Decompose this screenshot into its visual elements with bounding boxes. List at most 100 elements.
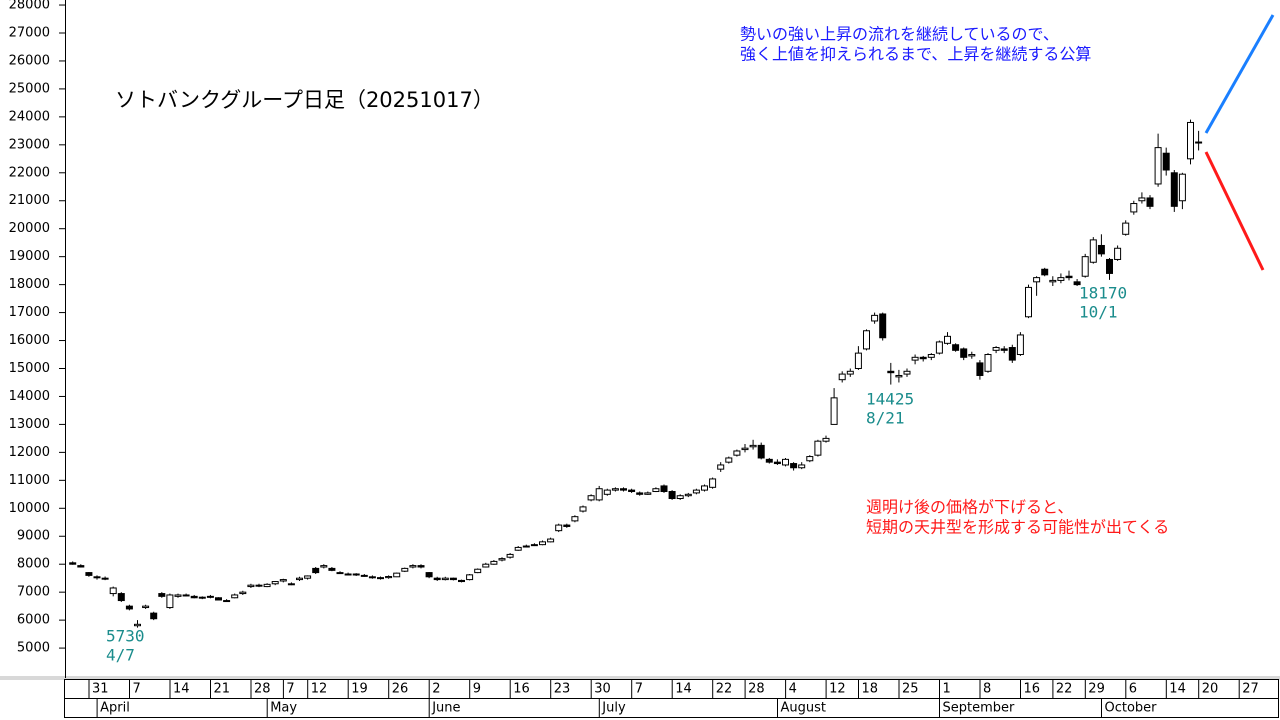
low-annotation: 4/7 xyxy=(106,646,135,665)
x-tick-label: 14 xyxy=(675,682,692,697)
scenario-down-line xyxy=(1204,151,1265,271)
y-tick-label: 5000 xyxy=(17,641,50,656)
x-tick-label: 8 xyxy=(983,682,991,697)
x-tick-label: 22 xyxy=(1056,682,1073,697)
candle-body xyxy=(247,584,255,588)
candle-body xyxy=(425,572,433,578)
x-tick-label: 28 xyxy=(254,682,271,697)
candle-body xyxy=(1041,268,1049,276)
candle-body xyxy=(223,600,231,603)
candle-body xyxy=(903,370,911,375)
y-tick-label: 25000 xyxy=(9,81,50,96)
y-tick-label: 12000 xyxy=(9,445,50,460)
candle-body xyxy=(360,574,368,577)
x-tick-label: 14 xyxy=(173,682,190,697)
y-tick-label: 7000 xyxy=(17,585,50,600)
candle-body xyxy=(757,444,765,459)
candle-body xyxy=(1187,121,1194,160)
candle-body xyxy=(547,538,555,543)
candle-body xyxy=(684,493,692,497)
candle-body xyxy=(676,495,684,500)
candle-body xyxy=(1162,152,1170,171)
y-tick-label: 9000 xyxy=(17,529,50,544)
candle-body xyxy=(749,444,757,448)
comment-up: 強く上値を抑えられるまで、上昇を継続する公算 xyxy=(740,45,1091,64)
candle-body xyxy=(1025,286,1032,318)
candle-body xyxy=(717,464,725,470)
x-tick-label: 18 xyxy=(862,682,879,697)
candle-body xyxy=(733,450,741,456)
candle-body xyxy=(935,341,943,354)
candle-body xyxy=(490,560,498,565)
candle-body xyxy=(482,563,490,568)
scenario-up-line xyxy=(1204,14,1275,134)
y-tick-label: 24000 xyxy=(9,109,50,124)
candle-body xyxy=(863,330,870,350)
candle-body xyxy=(992,347,1000,351)
x-tick-label: 29 xyxy=(1088,682,1105,697)
candle-body xyxy=(952,344,960,351)
candle-body xyxy=(782,458,789,466)
candle-body xyxy=(611,488,619,491)
month-label: May xyxy=(270,701,297,716)
candle-body xyxy=(579,506,587,512)
x-tick-label: 6 xyxy=(1129,682,1137,697)
candle-body xyxy=(668,491,676,500)
y-tick-label: 21000 xyxy=(9,193,50,208)
candle-body xyxy=(1089,239,1097,263)
candle-body xyxy=(150,612,158,620)
candle-body xyxy=(984,354,992,372)
y-tick-label: 16000 xyxy=(9,333,50,348)
candle-body xyxy=(393,572,401,578)
candle-body xyxy=(887,370,895,374)
candle-body xyxy=(1130,203,1138,213)
candle-body xyxy=(911,356,919,361)
candle-body xyxy=(231,594,239,599)
candle-body xyxy=(1016,334,1024,356)
axis-strip xyxy=(0,676,1280,680)
y-tick-label: 15000 xyxy=(9,361,50,376)
y-tick-label: 28000 xyxy=(9,0,50,13)
y-tick-label: 18000 xyxy=(9,277,50,292)
candle-body xyxy=(571,516,579,522)
x-tick-label: 2 xyxy=(432,682,440,697)
x-tick-label: 23 xyxy=(554,682,571,697)
candle-body xyxy=(328,567,336,571)
candle-body xyxy=(296,577,303,581)
candle-body xyxy=(879,313,887,339)
comment-down: 短期の天井型を形成する可能性が出てくる xyxy=(866,518,1169,537)
candle-body xyxy=(1081,256,1089,277)
candle-body xyxy=(85,572,93,576)
x-tick-label: 26 xyxy=(392,682,409,697)
candle-body xyxy=(709,478,717,488)
candle-body xyxy=(368,576,376,579)
month-label: September xyxy=(943,701,1016,716)
y-tick-label: 6000 xyxy=(17,613,50,628)
candle-body xyxy=(352,573,360,576)
candle-body xyxy=(644,492,652,495)
candle-body xyxy=(927,354,935,358)
candle-body xyxy=(142,605,150,609)
comment-down: 週明け後の価格が下げると、 xyxy=(866,498,1073,517)
y-tick-label: 14000 xyxy=(9,389,50,404)
y-tick-label: 13000 xyxy=(9,417,50,432)
x-tick-label: 21 xyxy=(214,682,231,697)
candle-body xyxy=(304,575,312,579)
month-label: August xyxy=(781,701,827,716)
candle-body xyxy=(336,572,344,575)
candle-body xyxy=(1170,172,1178,207)
candle-body xyxy=(976,362,984,376)
candle-body xyxy=(466,574,474,581)
x-tick-label: 16 xyxy=(1024,682,1041,697)
month-label: October xyxy=(1105,701,1158,716)
candle-body xyxy=(944,335,951,344)
x-tick-label: 12 xyxy=(829,682,846,697)
candle-body xyxy=(198,596,206,599)
candle-body xyxy=(215,597,222,601)
candle-body xyxy=(1000,348,1008,351)
candle-body xyxy=(895,374,903,378)
candle-body xyxy=(838,373,846,381)
candle-body xyxy=(587,495,595,501)
y-tick-label: 26000 xyxy=(9,53,50,68)
candle-body xyxy=(692,489,700,494)
